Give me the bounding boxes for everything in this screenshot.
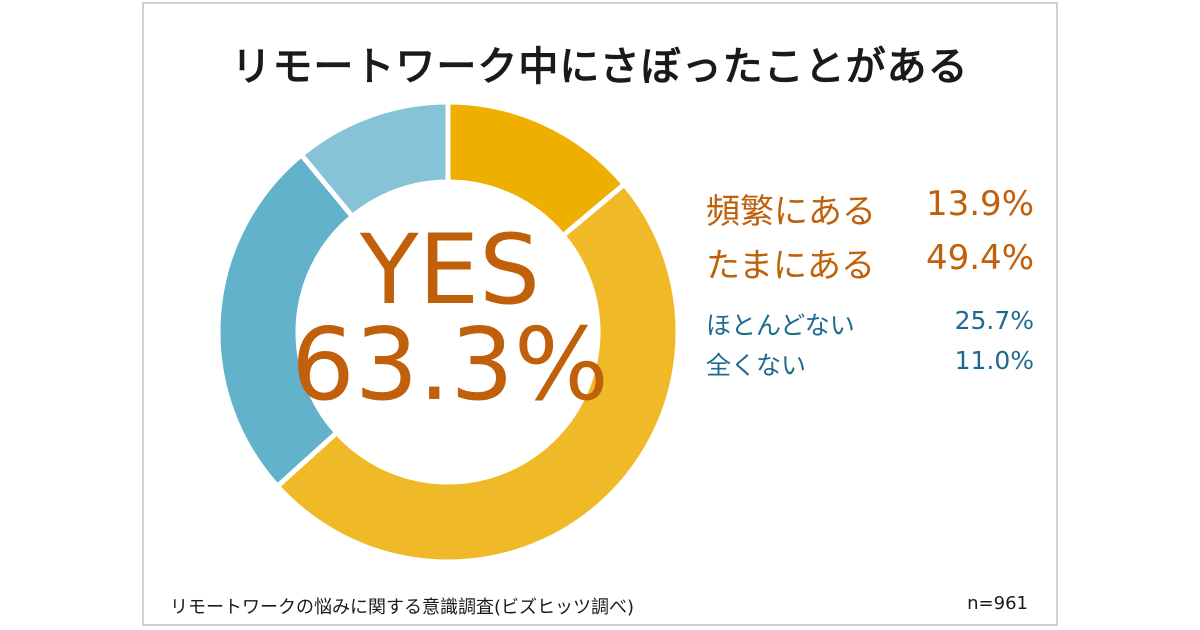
legend-label: 頻繁にある <box>706 192 876 232</box>
legend-item-rarely: ほとんどない 25.7% <box>706 302 1046 342</box>
legend-value: 25.7% <box>954 306 1034 335</box>
center-yes-value: 63.3% <box>291 306 609 423</box>
legend: 頻繁にある 13.9% たまにある 49.4% ほとんどない 25.7% 全くな… <box>706 180 1046 382</box>
donut-chart <box>215 99 681 565</box>
legend-label: ほとんどない <box>706 311 855 340</box>
slice-rarely <box>215 151 356 490</box>
slice-never <box>297 99 451 220</box>
legend-label: たまにある <box>706 246 875 286</box>
legend-value: 13.9% <box>925 184 1034 224</box>
chart-title: リモートワーク中にさぼったことがある <box>231 44 969 90</box>
legend-item-never: 全くない 11.0% <box>706 342 1046 382</box>
center-yes-label: YES <box>359 214 541 326</box>
legend-item-frequent: 頻繁にある 13.9% <box>706 180 1046 234</box>
slice-sometimes <box>273 180 681 565</box>
legend-value: 49.4% <box>925 238 1034 278</box>
legend-item-sometimes: たまにある 49.4% <box>706 234 1046 288</box>
legend-label: 全くない <box>706 351 807 380</box>
sample-size: n=961 <box>967 593 1028 614</box>
survey-source-note: リモートワークの悩みに関する意識調査(ビズヒッツ調べ) <box>170 597 635 618</box>
legend-value: 11.0% <box>954 346 1034 375</box>
